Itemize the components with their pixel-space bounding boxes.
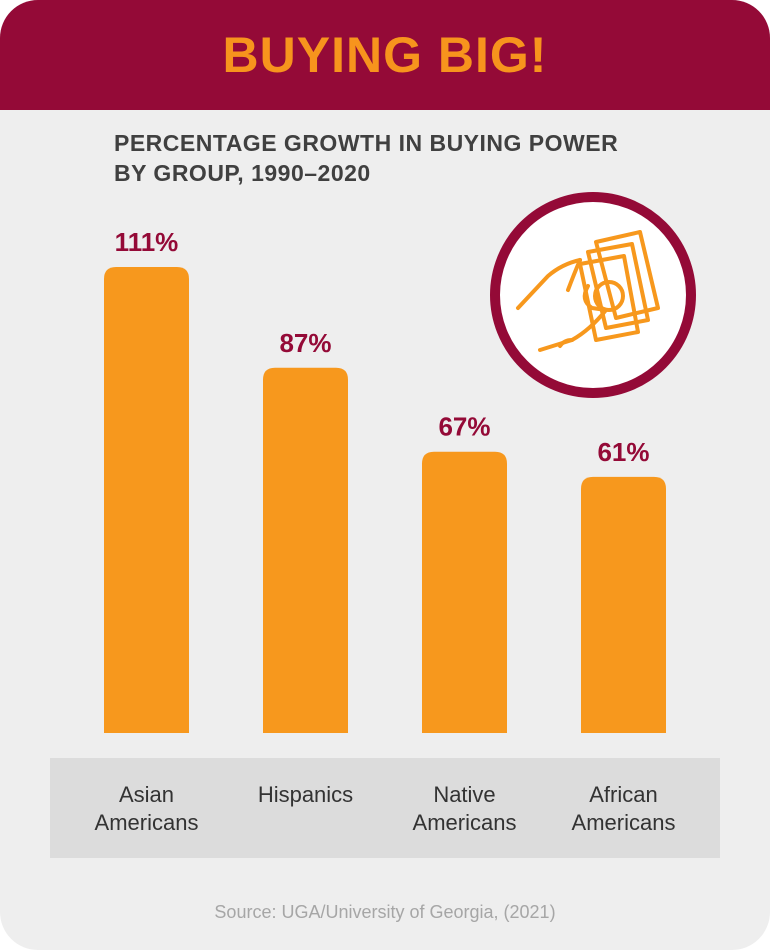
category-label: Asian Americans (95, 782, 199, 835)
bar (104, 267, 189, 733)
chart-title-line-1: PERCENTAGE GROWTH IN BUYING POWER (114, 130, 619, 156)
bar-value-label: 87% (279, 328, 331, 358)
chart-title-line-2: BY GROUP, 1990–2020 (114, 160, 371, 186)
bar (422, 451, 507, 733)
bar-value-label: 67% (438, 412, 490, 442)
category-label: Hispanics (258, 782, 353, 807)
bar (263, 367, 348, 733)
page-title: BUYING BIG! (222, 27, 548, 83)
category-label: Native Americans (413, 782, 517, 835)
bar (581, 476, 666, 733)
bar-value-label: 111% (115, 227, 179, 257)
category-label: African Americans (572, 782, 676, 835)
bar-value-label: 61% (597, 437, 649, 467)
hand-holding-money-icon (490, 192, 696, 398)
chart-title: PERCENTAGE GROWTH IN BUYING POWER BY GRO… (114, 128, 674, 188)
header-banner: BUYING BIG! (0, 0, 770, 110)
source-note: Source: UGA/University of Georgia, (2021… (214, 902, 556, 922)
category-axis-band (50, 758, 720, 858)
